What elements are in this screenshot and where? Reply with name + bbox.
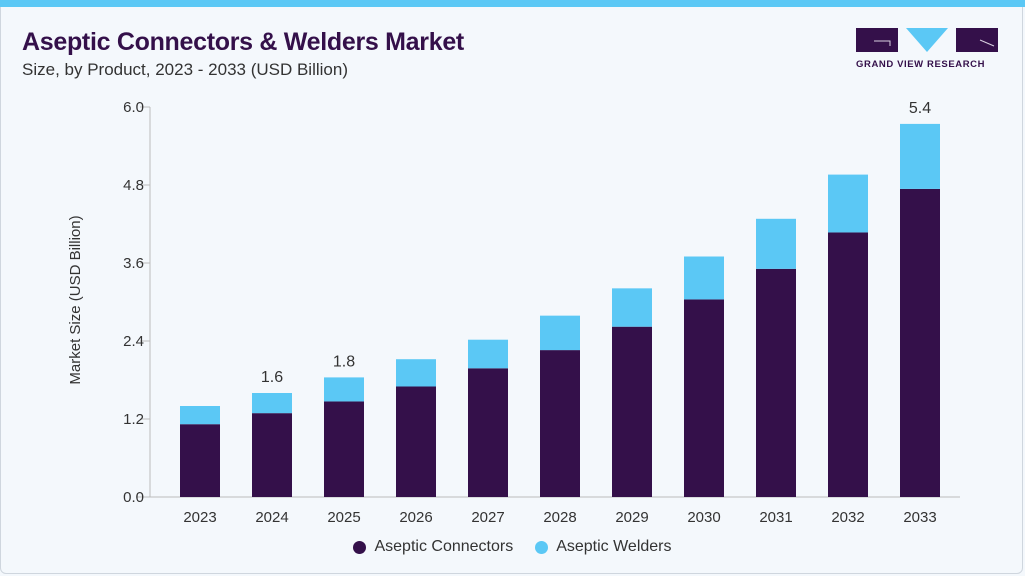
x-tick-label: 2030 [687, 509, 720, 526]
chart-subtitle: Size, by Product, 2023 - 2033 (USD Billi… [22, 60, 348, 79]
bar-connectors-2028 [540, 350, 580, 497]
chart-title: Aseptic Connectors & Welders Market [22, 28, 464, 56]
x-tick-label: 2025 [327, 509, 360, 526]
legend-swatch-welders [535, 540, 549, 554]
data-label: 1.6 [261, 369, 283, 386]
bar-welders-2023 [180, 406, 220, 425]
bar-welders-2028 [540, 315, 580, 351]
grand-view-research-logo [856, 28, 998, 52]
y-tick-label: 3.6 [123, 255, 144, 272]
y-tick-label: 0.0 [123, 489, 144, 506]
y-tick-label: 1.2 [123, 411, 144, 428]
legend: Aseptic Connectors Aseptic Welders [0, 538, 1025, 556]
bar-welders-2029 [612, 288, 652, 327]
bar-connectors-2023 [180, 424, 220, 497]
x-tick-label: 2029 [615, 509, 648, 526]
data-label: 1.8 [333, 353, 355, 370]
logo-text: GRAND VIEW RESEARCH [856, 59, 986, 70]
bar-connectors-2031 [756, 268, 796, 497]
bar-welders-2027 [468, 339, 508, 369]
y-tick-label: 6.0 [123, 99, 144, 116]
x-tick-label: 2027 [471, 509, 504, 526]
legend-item-connectors: Aseptic Connectors [353, 538, 513, 556]
x-tick-label: 2033 [903, 509, 936, 526]
x-tick-label: 2026 [399, 509, 432, 526]
bar-connectors-2026 [396, 386, 436, 497]
x-tick-label: 2024 [255, 509, 288, 526]
y-tick-label: 4.8 [123, 177, 144, 194]
bar-connectors-2027 [468, 368, 508, 497]
top-accent-bar [0, 0, 1025, 7]
legend-item-welders: Aseptic Welders [535, 538, 672, 556]
x-tick-label: 2032 [831, 509, 864, 526]
bar-welders-2033 [900, 123, 940, 189]
bar-connectors-2025 [324, 401, 364, 497]
legend-label: Aseptic Connectors [374, 538, 514, 555]
bar-welders-2032 [828, 174, 868, 233]
x-tick-label: 2031 [759, 509, 792, 526]
bar-connectors-2033 [900, 188, 940, 497]
bar-connectors-2032 [828, 232, 868, 497]
bar-connectors-2030 [684, 299, 724, 497]
y-tick-label: 2.4 [123, 333, 144, 350]
bar-welders-2031 [756, 218, 796, 269]
bar-welders-2024 [252, 393, 292, 414]
legend-label: Aseptic Welders [556, 538, 672, 555]
bar-connectors-2029 [612, 326, 652, 497]
y-axis-label: Market Size (USD Billion) [67, 215, 84, 384]
bar-connectors-2024 [252, 413, 292, 497]
x-tick-label: 2028 [543, 509, 576, 526]
bar-welders-2026 [396, 359, 436, 387]
bar-welders-2030 [684, 256, 724, 300]
bar-welders-2025 [324, 377, 364, 402]
legend-swatch-connectors [353, 540, 367, 554]
x-tick-label: 2023 [183, 509, 216, 526]
data-label: 5.4 [909, 100, 931, 117]
